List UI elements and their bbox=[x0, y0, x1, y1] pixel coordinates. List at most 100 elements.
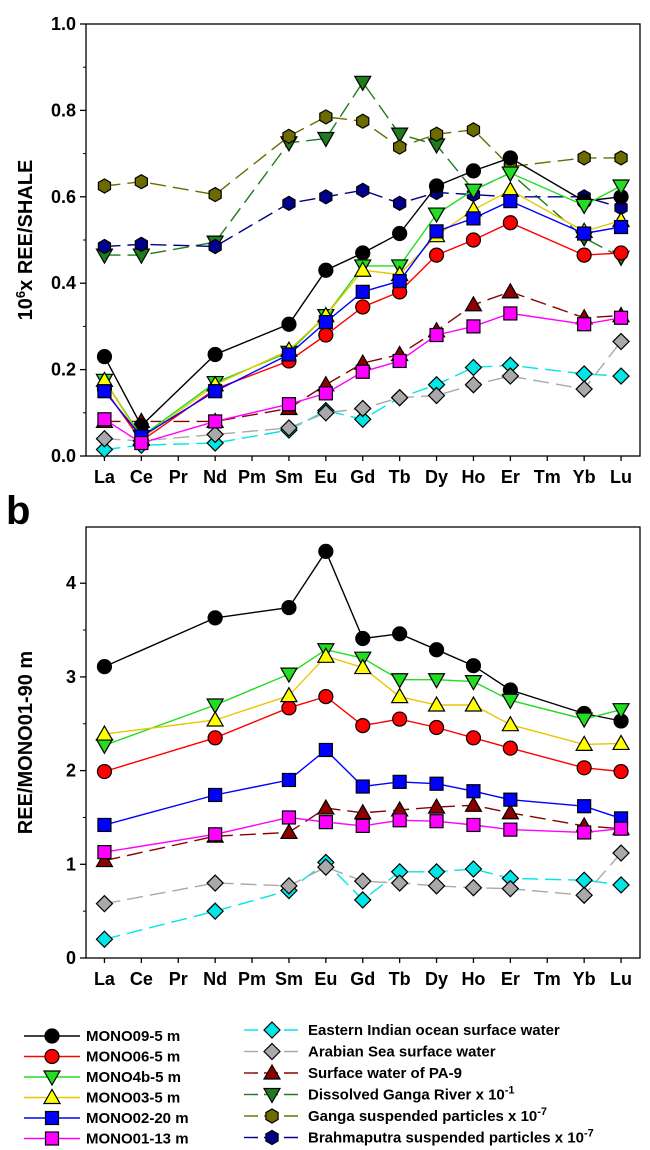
data-point bbox=[464, 183, 483, 200]
legend-label: Dissolved Ganga River x 10-1 bbox=[308, 1085, 515, 1104]
series-line bbox=[103, 200, 622, 438]
series-line bbox=[103, 221, 622, 442]
data-point bbox=[208, 414, 223, 429]
data-point bbox=[464, 878, 483, 897]
data-point bbox=[282, 195, 296, 211]
legend-label: Ganga suspended particles x 10-7 bbox=[308, 1106, 547, 1125]
data-point bbox=[353, 410, 372, 429]
x-tick-label: La bbox=[94, 467, 116, 487]
data-point bbox=[502, 740, 518, 756]
data-point bbox=[392, 353, 407, 369]
data-point bbox=[353, 872, 372, 891]
y-tick-label: 1 bbox=[66, 854, 76, 874]
data-point bbox=[503, 822, 518, 837]
legend-label: Surface water of PA-9 bbox=[308, 1065, 462, 1082]
data-point bbox=[502, 215, 518, 231]
x-tick-label: Eu bbox=[314, 467, 337, 487]
series-arabian-sea-surface-water bbox=[95, 844, 630, 913]
data-point bbox=[355, 245, 371, 261]
data-point bbox=[503, 194, 518, 209]
series-line bbox=[103, 172, 622, 438]
data-point bbox=[281, 772, 297, 788]
series-brahmaputra-suspended-particles-x-10 bbox=[97, 182, 628, 255]
data-point bbox=[427, 695, 446, 712]
x-tick-label: Er bbox=[501, 969, 520, 989]
data-point bbox=[208, 827, 223, 842]
data-point bbox=[464, 375, 483, 394]
x-tick-label: Gd bbox=[350, 467, 375, 487]
legend-item-eastern-indian-ocean-surface-water: Eastern Indian ocean surface water bbox=[244, 1021, 560, 1039]
legend-item-mono09-5-m: MONO09-5 m bbox=[24, 1028, 180, 1045]
data-point bbox=[503, 306, 518, 321]
data-point bbox=[95, 724, 114, 741]
data-point bbox=[576, 247, 592, 263]
series-mono02-20-m bbox=[97, 194, 629, 444]
series-mono09-5-m bbox=[96, 543, 629, 729]
data-point bbox=[577, 317, 592, 332]
x-tick-label: Lu bbox=[610, 969, 632, 989]
data-point bbox=[429, 814, 444, 829]
data-point bbox=[466, 817, 481, 833]
legend-marker bbox=[265, 1108, 279, 1124]
x-tick-label: Sm bbox=[275, 969, 303, 989]
y-tick-label: 1.0 bbox=[51, 14, 76, 34]
legend-marker bbox=[42, 1088, 62, 1105]
data-point bbox=[390, 127, 409, 144]
legend-item-dissolved-ganga-river-x-10: Dissolved Ganga River x 10-1 bbox=[244, 1085, 515, 1104]
legend-label: MONO09-5 m bbox=[86, 1028, 180, 1045]
legend-label: Brahmaputra suspended particles x 10-7 bbox=[308, 1128, 594, 1147]
data-point bbox=[206, 425, 224, 444]
series-line bbox=[103, 189, 622, 440]
series-eastern-indian-ocean-surface-water bbox=[95, 853, 630, 949]
data-point bbox=[612, 876, 630, 894]
data-point bbox=[97, 384, 112, 399]
x-tick-label: Sm bbox=[275, 467, 303, 487]
x-tick-label: Tb bbox=[389, 467, 411, 487]
data-point bbox=[501, 693, 520, 710]
data-point bbox=[206, 902, 224, 921]
data-point bbox=[392, 813, 407, 828]
y-tick-label: 0.4 bbox=[51, 273, 76, 293]
data-point bbox=[428, 719, 445, 736]
data-point bbox=[355, 364, 370, 379]
data-point bbox=[355, 630, 371, 647]
x-tick-label: Lu bbox=[610, 467, 632, 487]
data-point bbox=[503, 792, 518, 807]
legend-marker bbox=[42, 1070, 62, 1087]
data-point bbox=[96, 349, 113, 365]
data-point bbox=[464, 860, 483, 878]
data-point bbox=[428, 247, 445, 263]
data-point bbox=[281, 599, 297, 616]
legend-marker bbox=[265, 1129, 279, 1146]
data-point bbox=[282, 128, 296, 144]
x-tick-label: Nd bbox=[203, 467, 227, 487]
legend-marker bbox=[262, 1063, 282, 1080]
legend-marker bbox=[262, 1087, 282, 1104]
data-point bbox=[612, 332, 630, 351]
x-tick-label: Er bbox=[501, 467, 520, 487]
panel-a-chart: 0.0 0.2 0.4 0.6 0.8 1.0 La Ce Pr Nd Pm Sm Eu Gd Tb Dy Ho… bbox=[13, 14, 641, 487]
data-point bbox=[281, 316, 297, 332]
data-point bbox=[390, 874, 409, 892]
data-point bbox=[464, 358, 483, 377]
data-point bbox=[206, 710, 225, 727]
data-point bbox=[134, 236, 148, 252]
data-point bbox=[279, 686, 298, 703]
legend-item-mono4b-5-m: MONO4b-5 m bbox=[24, 1069, 181, 1087]
data-point bbox=[95, 429, 114, 448]
data-point bbox=[429, 327, 444, 343]
x-tick-label: La bbox=[94, 969, 116, 989]
x-tick-label: Yb bbox=[573, 969, 596, 989]
data-point bbox=[575, 871, 593, 890]
data-point bbox=[316, 131, 335, 148]
data-point bbox=[613, 245, 629, 261]
legend-marker bbox=[44, 1048, 60, 1065]
x-tick-label: Tm bbox=[534, 969, 561, 989]
data-point bbox=[318, 386, 333, 401]
data-point bbox=[281, 810, 297, 825]
data-point bbox=[207, 730, 223, 746]
data-point bbox=[355, 718, 371, 734]
legend-item-brahmaputra-suspended-particles-x-10: Brahmaputra suspended particles x 10-7 bbox=[244, 1128, 594, 1147]
x-tick-label: Pm bbox=[238, 969, 266, 989]
